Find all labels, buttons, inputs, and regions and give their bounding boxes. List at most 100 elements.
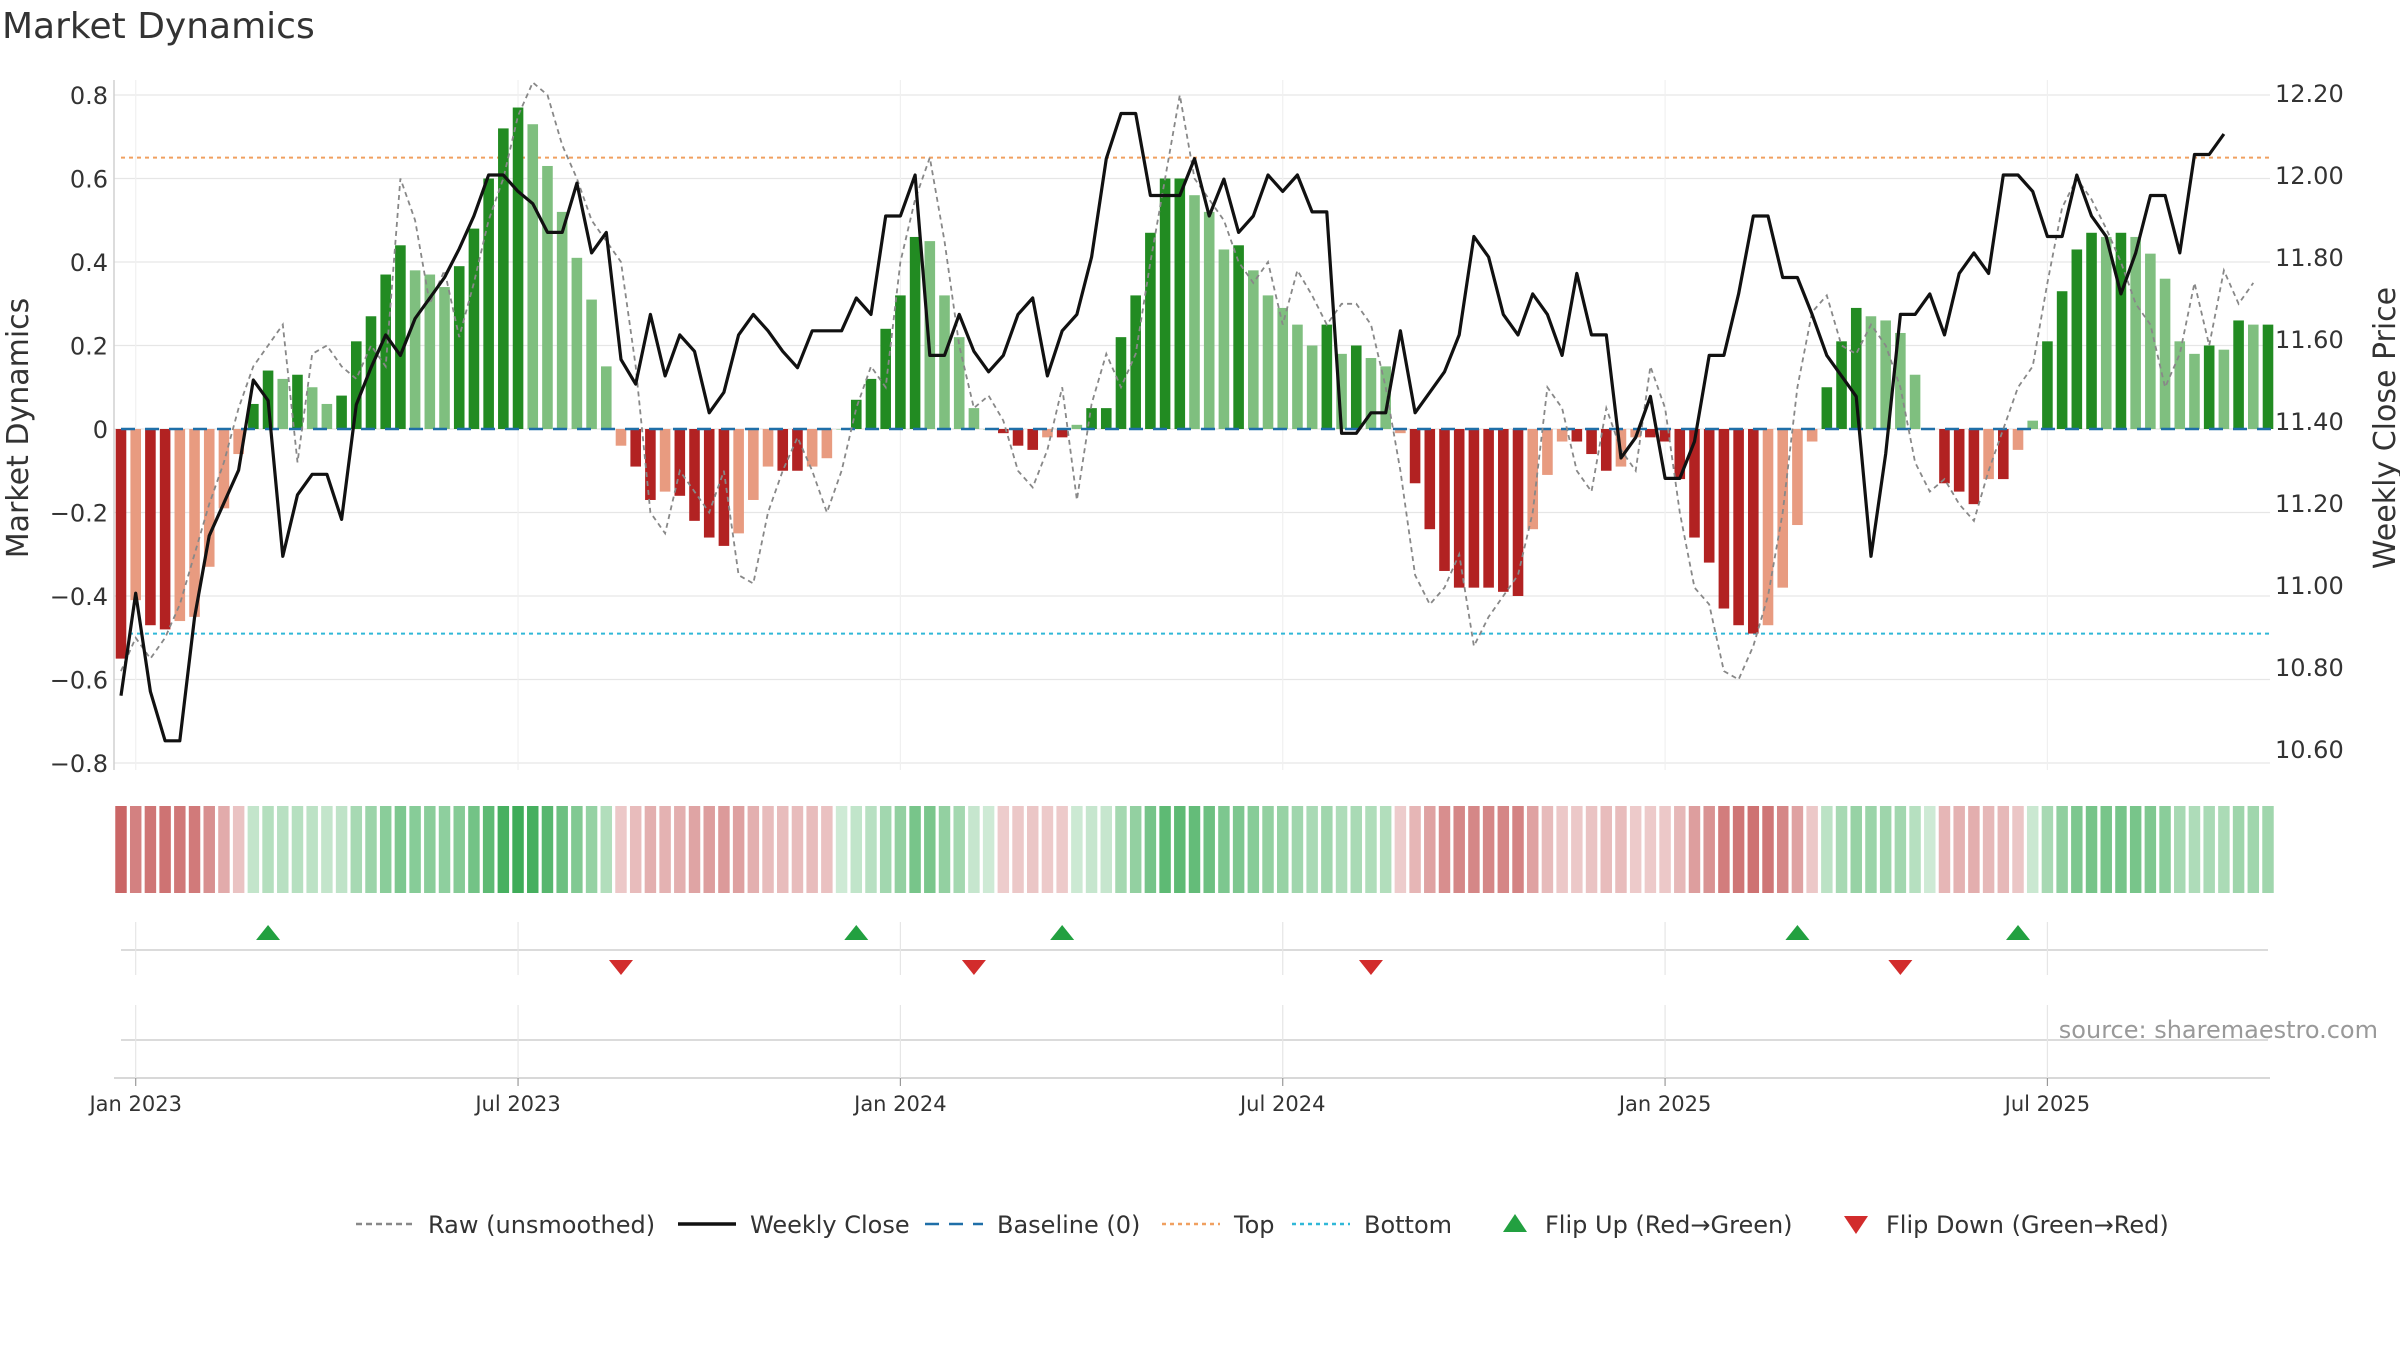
dynamics-bar: [1380, 366, 1391, 429]
regime-strip-cell: [1453, 806, 1465, 893]
dynamics-bar: [395, 245, 406, 429]
regime-strip-cell: [1262, 806, 1274, 893]
dynamics-bar: [512, 107, 524, 430]
x-tick-label: Jul 2024: [1238, 1092, 1325, 1116]
regime-strip-cell: [1865, 806, 1877, 893]
regime-strip-cell: [1791, 806, 1804, 893]
dynamics-bar: [1042, 429, 1053, 438]
regime-strip-cell: [2041, 806, 2054, 893]
dynamics-bar: [409, 270, 421, 429]
regime-strip-cell: [1776, 806, 1789, 893]
dynamics-bar: [762, 429, 774, 467]
dynamics-bar: [1968, 429, 1980, 505]
left-tick-label: −0.2: [50, 500, 108, 528]
regime-strip-cell: [350, 806, 363, 893]
regime-strip-cell: [2247, 806, 2260, 893]
dynamics-bar: [2174, 341, 2186, 429]
dynamics-bar: [1453, 429, 1465, 588]
regime-strip-cell: [1879, 806, 1892, 893]
regime-strip-cell: [1982, 806, 1995, 893]
dynamics-bar: [174, 429, 186, 622]
dynamics-bar: [909, 236, 921, 429]
dynamics-bar: [1071, 424, 1083, 429]
right-tick-label: 12.00: [2275, 162, 2344, 190]
dynamics-bar: [1409, 429, 1421, 484]
regime-strip-cell: [2085, 806, 2098, 893]
dynamics-bar: [1115, 337, 1127, 429]
dynamics-bar: [1571, 429, 1583, 442]
dynamics-bar: [380, 274, 391, 429]
regime-strip-cell: [1335, 806, 1348, 893]
regime-strip-cell: [218, 806, 230, 893]
dynamics-bar: [1218, 249, 1230, 429]
dynamics-bar: [1439, 429, 1450, 571]
regime-strip-cell: [2159, 806, 2171, 893]
dynamics-bar: [777, 429, 789, 471]
regime-strip-cell: [924, 806, 936, 893]
regime-strip-cell: [379, 806, 392, 893]
dynamics-bar: [2262, 324, 2274, 429]
dynamics-bar: [2233, 320, 2244, 429]
regime-strip-cell: [1600, 806, 1612, 893]
regime-strip-cell: [674, 806, 686, 893]
regime-strip-cell: [909, 806, 921, 893]
right-tick-label: 10.60: [2275, 736, 2344, 764]
regime-strip-cell: [321, 806, 333, 893]
dynamics-bar: [733, 429, 744, 534]
regime-strip-cell: [1747, 806, 1760, 893]
x-tick-labels: Jan 2023 Jul 2023 Jan 2024 Jul 2024 Jan 2025…: [87, 1078, 2090, 1116]
dynamics-bar: [130, 429, 141, 601]
regime-strip-cell: [335, 806, 348, 893]
right-tick-label: 12.20: [2275, 80, 2344, 108]
legend: Raw (unsmoothed) Weekly Close Baseline (0)…: [356, 1211, 2169, 1239]
regime-strip: [115, 806, 2274, 893]
dynamics-bar: [1306, 345, 1318, 429]
regime-strip-cell: [1541, 806, 1554, 893]
dynamics-bar: [1645, 429, 1656, 438]
regime-strip-cell: [1806, 806, 1818, 893]
regime-strip-cell: [953, 806, 965, 893]
dynamics-bar: [718, 429, 730, 546]
dynamics-bar: [2248, 324, 2259, 429]
dynamics-bar: [1262, 295, 1274, 429]
dynamics-bar: [1350, 345, 1362, 429]
regime-strip-cell: [512, 806, 524, 893]
dynamics-bar: [939, 295, 950, 429]
dynamics-bar: [1498, 429, 1509, 592]
dynamics-bar: [1248, 270, 1259, 429]
regime-strip-cell: [2012, 806, 2024, 893]
dynamics-bar: [1777, 429, 1789, 588]
regime-strip-cell: [688, 806, 701, 893]
regime-strip-cell: [2056, 806, 2068, 893]
regime-strip-cell: [747, 806, 760, 893]
regime-strip-cell: [791, 806, 804, 893]
regime-strip-cell: [850, 806, 863, 893]
dynamics-bar: [1292, 324, 1303, 429]
regime-strip-cell: [1144, 806, 1157, 893]
regime-strip-cell: [1571, 806, 1583, 893]
flip-down-marker: [608, 960, 633, 975]
regime-strip-cell: [1232, 806, 1245, 893]
right-tick-label: 11.60: [2275, 326, 2344, 354]
regime-strip-cell: [1218, 806, 1230, 893]
regime-strip-cell: [629, 806, 642, 893]
legend-swatch: [1503, 1214, 1527, 1232]
legend-item: Baseline (0): [925, 1211, 1140, 1239]
dynamics-bar: [1718, 429, 1730, 609]
dynamics-bar: [1527, 429, 1539, 530]
regime-strip-cell: [1703, 806, 1715, 893]
dynamics-bar: [2130, 236, 2141, 429]
legend-label: Flip Up (Red→Green): [1545, 1211, 1793, 1239]
regime-strip-cell: [277, 806, 289, 893]
regime-strip-cell: [2115, 806, 2127, 893]
dynamics-bar: [1895, 332, 1906, 429]
right-axis-label: Weekly Close Price: [2368, 287, 2400, 569]
regime-strip-cell: [2144, 806, 2157, 893]
regime-strip-cell: [1556, 806, 1568, 893]
regime-strip-cell: [1129, 806, 1142, 893]
regime-strip-cell: [1379, 806, 1392, 893]
dynamics-bar: [2042, 341, 2053, 429]
dynamics-bar: [292, 374, 303, 429]
dynamics-bar: [1659, 429, 1671, 442]
regime-strip-cell: [571, 806, 583, 893]
